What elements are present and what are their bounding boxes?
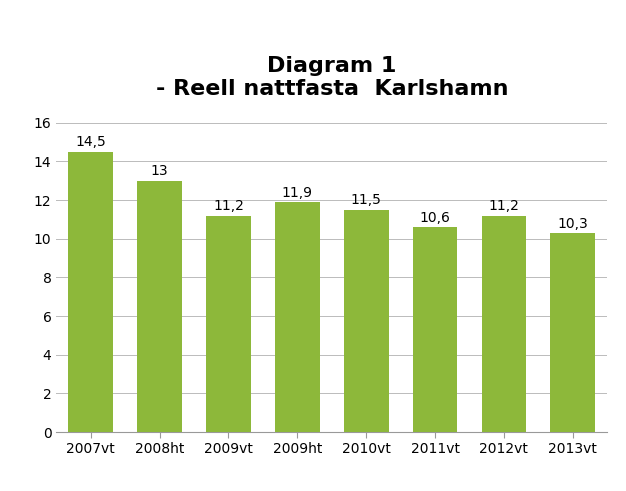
Text: 11,2: 11,2 <box>488 199 520 213</box>
Bar <box>413 227 458 432</box>
Bar <box>206 216 251 432</box>
Bar <box>481 216 526 432</box>
Title: Diagram 1
- Reell nattfasta  Karlshamn: Diagram 1 - Reell nattfasta Karlshamn <box>155 56 508 99</box>
Text: 11,5: 11,5 <box>351 193 382 207</box>
Text: 10,6: 10,6 <box>419 211 451 225</box>
Text: 11,9: 11,9 <box>282 186 313 200</box>
Bar <box>344 210 389 432</box>
Text: 14,5: 14,5 <box>75 136 106 149</box>
Text: 10,3: 10,3 <box>557 217 588 231</box>
Text: 11,2: 11,2 <box>213 199 244 213</box>
Text: 13: 13 <box>151 164 168 178</box>
Bar <box>137 181 182 432</box>
Bar <box>68 152 113 432</box>
Bar <box>275 202 320 432</box>
Bar <box>550 233 595 432</box>
